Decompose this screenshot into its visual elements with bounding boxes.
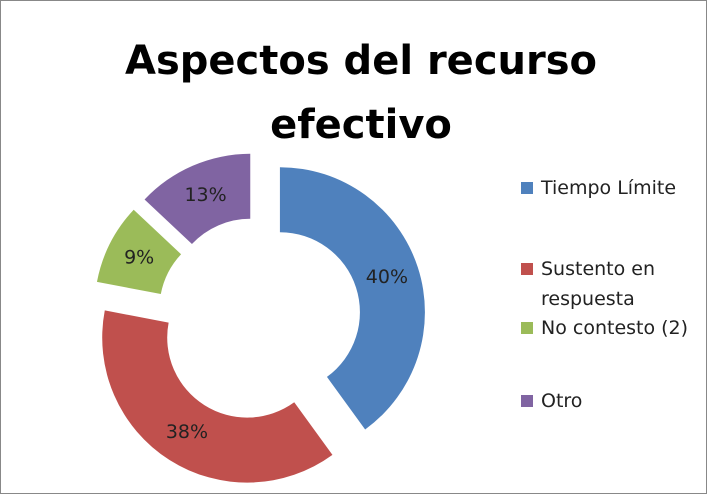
donut-segment [279,167,425,430]
legend-swatch [521,395,533,407]
legend-entry: Sustento en respuesta [521,254,706,314]
legend-swatch [521,263,533,275]
data-label: 13% [184,184,226,206]
legend-swatch [521,322,533,334]
data-label: 40% [366,266,408,288]
legend-label: Otro [541,390,583,412]
legend-entry: No contesto (2) [521,313,706,343]
chart-title: Aspectos del recurso efectivo [124,38,598,148]
data-label: 38% [166,421,208,443]
data-label: 9% [124,246,154,268]
donut-segment [144,153,251,245]
donut-segment [96,209,182,295]
legend-label: Sustento en respuesta [541,258,656,310]
legend-entry: Tiempo Límite [521,173,706,203]
legend-label: No contesto (2) [541,317,689,339]
donut-segment [102,310,333,483]
legend-label: Tiempo Límite [541,177,677,199]
legend-swatch [521,182,533,194]
legend-entry: Otro [521,386,706,416]
